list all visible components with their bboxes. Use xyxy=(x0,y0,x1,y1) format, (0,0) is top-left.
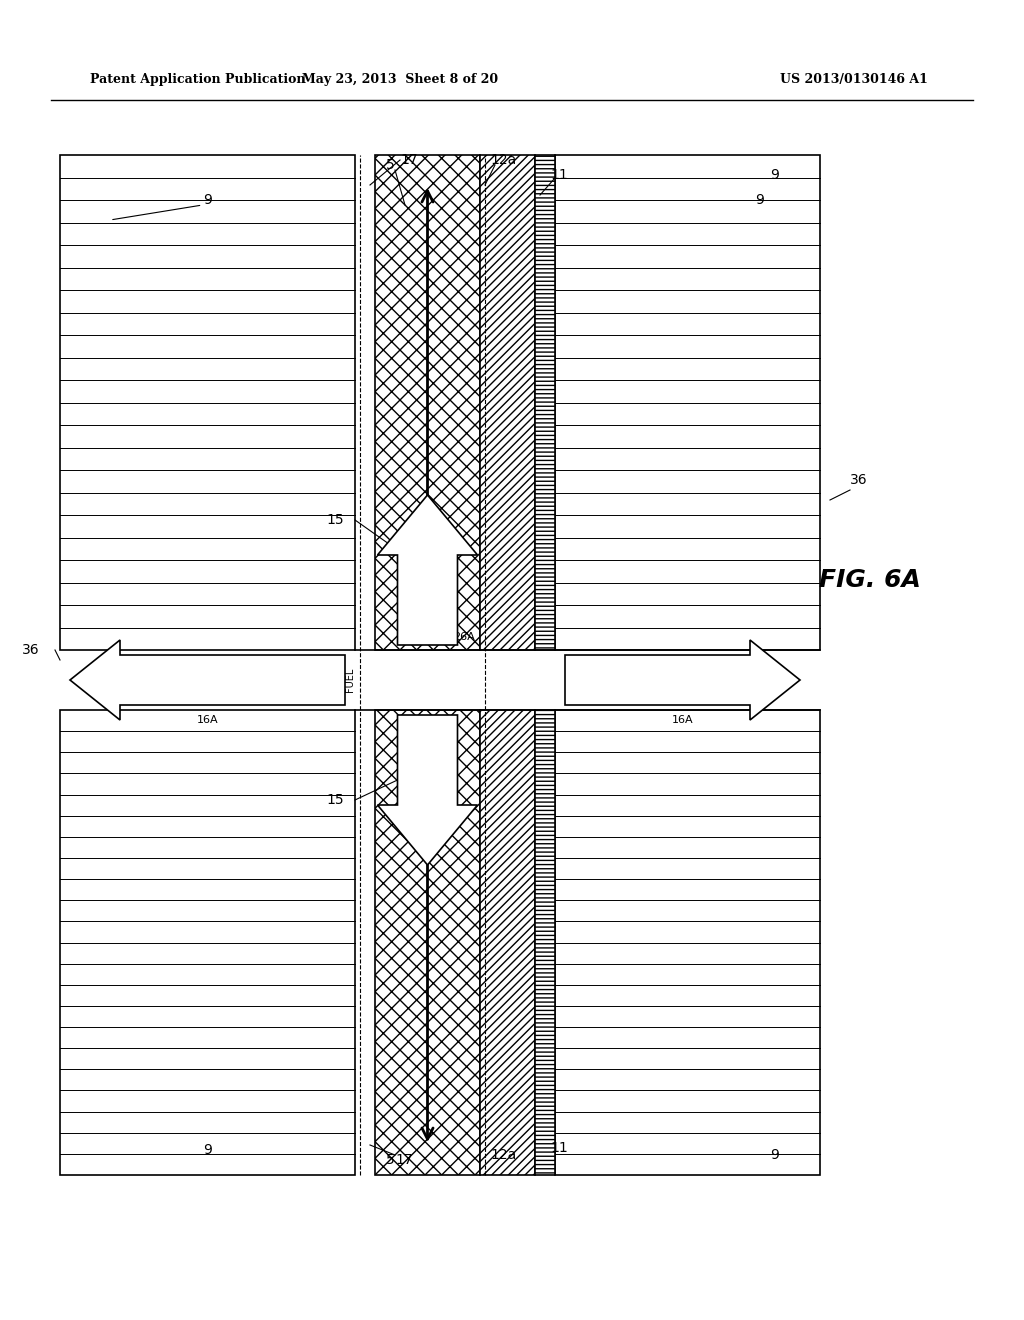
Bar xyxy=(375,154,480,649)
Text: 17: 17 xyxy=(400,153,418,168)
Text: 12a: 12a xyxy=(490,153,516,168)
Text: 9: 9 xyxy=(203,193,212,207)
Text: 11: 11 xyxy=(550,168,567,182)
Bar xyxy=(480,710,535,1175)
Text: US 2013/0130146 A1: US 2013/0130146 A1 xyxy=(780,74,928,87)
Text: FUEL: FUEL xyxy=(345,668,355,692)
Text: 15: 15 xyxy=(327,513,344,527)
Text: 5: 5 xyxy=(386,158,394,172)
Text: 12a: 12a xyxy=(490,1148,516,1162)
Bar xyxy=(375,710,480,1175)
Polygon shape xyxy=(565,640,800,719)
Bar xyxy=(480,154,535,649)
Text: 36: 36 xyxy=(23,643,40,657)
Text: 16A: 16A xyxy=(672,715,693,725)
Polygon shape xyxy=(378,715,477,865)
Text: May 23, 2013  Sheet 8 of 20: May 23, 2013 Sheet 8 of 20 xyxy=(302,74,498,87)
Text: 17: 17 xyxy=(395,1152,413,1167)
Text: 9: 9 xyxy=(770,168,779,182)
Text: 26A: 26A xyxy=(454,632,475,642)
Bar xyxy=(535,154,555,649)
Text: 9: 9 xyxy=(756,193,765,207)
Text: 11: 11 xyxy=(550,1140,567,1155)
Text: 9: 9 xyxy=(203,1143,212,1158)
Text: 36: 36 xyxy=(850,473,867,487)
Text: 5: 5 xyxy=(386,1152,394,1167)
Text: FIG. 6A: FIG. 6A xyxy=(819,568,921,591)
Text: 36A: 36A xyxy=(587,675,608,685)
Bar xyxy=(535,710,555,1175)
Text: 16A: 16A xyxy=(197,715,218,725)
Polygon shape xyxy=(70,640,345,719)
Text: 15: 15 xyxy=(327,793,344,807)
Text: 9: 9 xyxy=(770,1148,779,1162)
Text: Patent Application Publication: Patent Application Publication xyxy=(90,74,305,87)
Polygon shape xyxy=(378,495,477,645)
